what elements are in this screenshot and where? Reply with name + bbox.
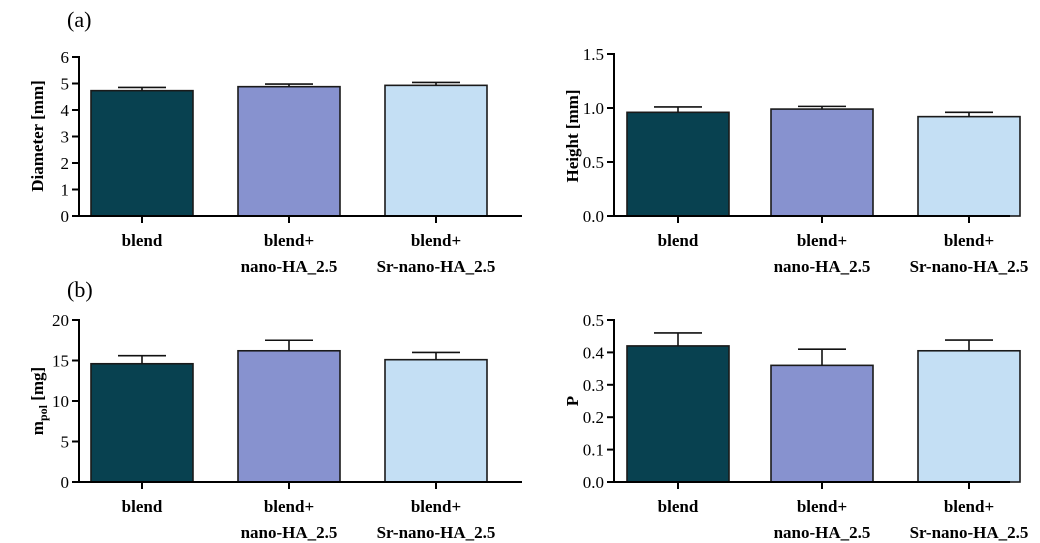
y-axis-title: Diameter [mm] bbox=[28, 80, 47, 192]
error-bar-3 bbox=[412, 351, 460, 360]
y-tick-label: 5 bbox=[61, 75, 70, 94]
error-bar-1 bbox=[654, 332, 702, 346]
bar-1 bbox=[90, 362, 194, 483]
y-tick-label: 0 bbox=[61, 473, 70, 492]
error-bar-1 bbox=[118, 86, 166, 91]
error-bar-2 bbox=[798, 105, 846, 110]
chart-1: 0 1 2 3 4 5 6 blend blend+ nano-HA_2.5 blend+ Sr-na… bbox=[28, 48, 522, 276]
category-label: blend+ nano-HA_2.5 bbox=[774, 497, 871, 542]
y-tick-label: 6 bbox=[61, 48, 70, 67]
bar-3 bbox=[384, 84, 488, 217]
chart-4: 0.0 0.1 0.2 0.3 0.4 0.5 blend blend+ nano-HA_2.5… bbox=[563, 311, 1028, 542]
y-tick-label: 0.1 bbox=[583, 441, 604, 460]
charts-group: 0 1 2 3 4 5 6 blend blend+ nano-HA_2.5 blend+ Sr-na… bbox=[28, 45, 1028, 542]
bar-1 bbox=[626, 111, 730, 217]
y-tick-label: 1 bbox=[61, 181, 70, 200]
category-label: blend+ Sr-nano-HA_2.5 bbox=[377, 497, 496, 542]
error-bar-1 bbox=[118, 354, 166, 364]
bar-2 bbox=[770, 108, 874, 217]
error-bar-3 bbox=[945, 339, 993, 351]
category-label: blend bbox=[658, 231, 699, 250]
error-bar-2 bbox=[265, 339, 313, 351]
y-axis-title: Height [mm] bbox=[563, 89, 582, 182]
y-tick-label: 10 bbox=[52, 392, 69, 411]
category-label: blend bbox=[122, 497, 163, 516]
error-bar-3 bbox=[412, 81, 460, 86]
y-tick-label: 1.0 bbox=[583, 99, 604, 118]
category-label: blend+ Sr-nano-HA_2.5 bbox=[377, 231, 496, 276]
panel-label-a: (a) bbox=[67, 7, 91, 32]
y-tick-label: 4 bbox=[61, 101, 70, 120]
panel-label-b: (b) bbox=[67, 277, 93, 302]
y-tick-label: 0.0 bbox=[583, 473, 604, 492]
error-bar-2 bbox=[265, 83, 313, 87]
y-tick-label: 0.4 bbox=[583, 343, 605, 362]
error-bar-1 bbox=[654, 106, 702, 113]
category-label: blend bbox=[122, 231, 163, 250]
bar-2 bbox=[770, 364, 874, 483]
bar-3 bbox=[384, 358, 488, 483]
y-tick-label: 15 bbox=[52, 352, 69, 371]
y-tick-label: 5 bbox=[61, 433, 70, 452]
y-axis-title: P bbox=[563, 396, 582, 406]
category-label: blend+ nano-HA_2.5 bbox=[241, 231, 338, 276]
y-axis-title: mpol [mg] bbox=[28, 367, 50, 435]
bar-3 bbox=[917, 115, 1021, 217]
bar-1 bbox=[90, 89, 194, 217]
y-tick-label: 0.3 bbox=[583, 376, 604, 395]
category-label: blend+ Sr-nano-HA_2.5 bbox=[910, 497, 1029, 542]
y-tick-label: 0.5 bbox=[583, 153, 604, 172]
y-tick-label: 1.5 bbox=[583, 45, 604, 64]
y-tick-label: 0 bbox=[61, 207, 70, 226]
y-tick-label: 0.2 bbox=[583, 408, 604, 427]
error-bar-2 bbox=[798, 348, 846, 366]
category-label: blend+ nano-HA_2.5 bbox=[774, 231, 871, 276]
y-tick-label: 20 bbox=[52, 311, 69, 330]
bar-2 bbox=[237, 85, 341, 217]
bar-3 bbox=[917, 349, 1021, 483]
bar-2 bbox=[237, 349, 341, 483]
y-tick-label: 0.0 bbox=[583, 207, 604, 226]
category-label: blend+ nano-HA_2.5 bbox=[241, 497, 338, 542]
bar-1 bbox=[626, 345, 730, 483]
y-tick-label: 2 bbox=[61, 154, 70, 173]
chart-2: 0.0 0.5 1.0 1.5 blend blend+ nano-HA_2.5 blend+… bbox=[563, 45, 1028, 276]
error-bar-3 bbox=[945, 111, 993, 117]
category-label: blend bbox=[658, 497, 699, 516]
y-tick-label: 0.5 bbox=[583, 311, 604, 330]
category-label: blend+ Sr-nano-HA_2.5 bbox=[910, 231, 1029, 276]
y-tick-label: 3 bbox=[61, 128, 70, 147]
chart-3: 0 5 10 15 20 blend blend+ nano-HA_2.5 blend+ Sr-n… bbox=[28, 311, 522, 542]
